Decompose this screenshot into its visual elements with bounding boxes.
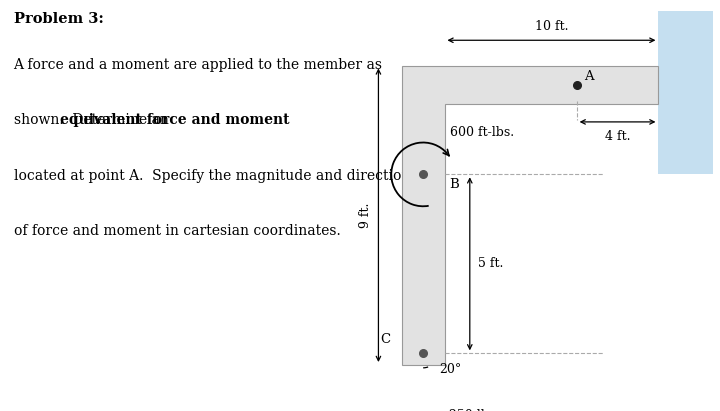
Text: Problem 3:: Problem 3: <box>14 12 104 26</box>
Text: 4 ft.: 4 ft. <box>605 130 630 143</box>
Text: A force and a moment are applied to the member as: A force and a moment are applied to the … <box>14 58 382 72</box>
Text: 5 ft.: 5 ft. <box>477 257 503 270</box>
Text: 250 lbs.: 250 lbs. <box>449 409 499 411</box>
Text: of force and moment in cartesian coordinates.: of force and moment in cartesian coordin… <box>14 224 341 238</box>
Text: located at point A.  Specify the magnitude and direction: located at point A. Specify the magnitud… <box>14 169 410 182</box>
Bar <box>658 0 713 174</box>
Text: shown.  Determine an: shown. Determine an <box>14 113 173 127</box>
Text: equivalent force and moment: equivalent force and moment <box>60 113 290 127</box>
Text: C: C <box>380 333 390 346</box>
Polygon shape <box>402 65 658 365</box>
Text: 9 ft.: 9 ft. <box>359 203 372 228</box>
Text: 10 ft.: 10 ft. <box>535 20 568 33</box>
Text: 600 ft-lbs.: 600 ft-lbs. <box>451 127 515 139</box>
Text: 20°: 20° <box>439 363 462 376</box>
Text: B: B <box>449 178 459 191</box>
Text: A: A <box>584 70 593 83</box>
